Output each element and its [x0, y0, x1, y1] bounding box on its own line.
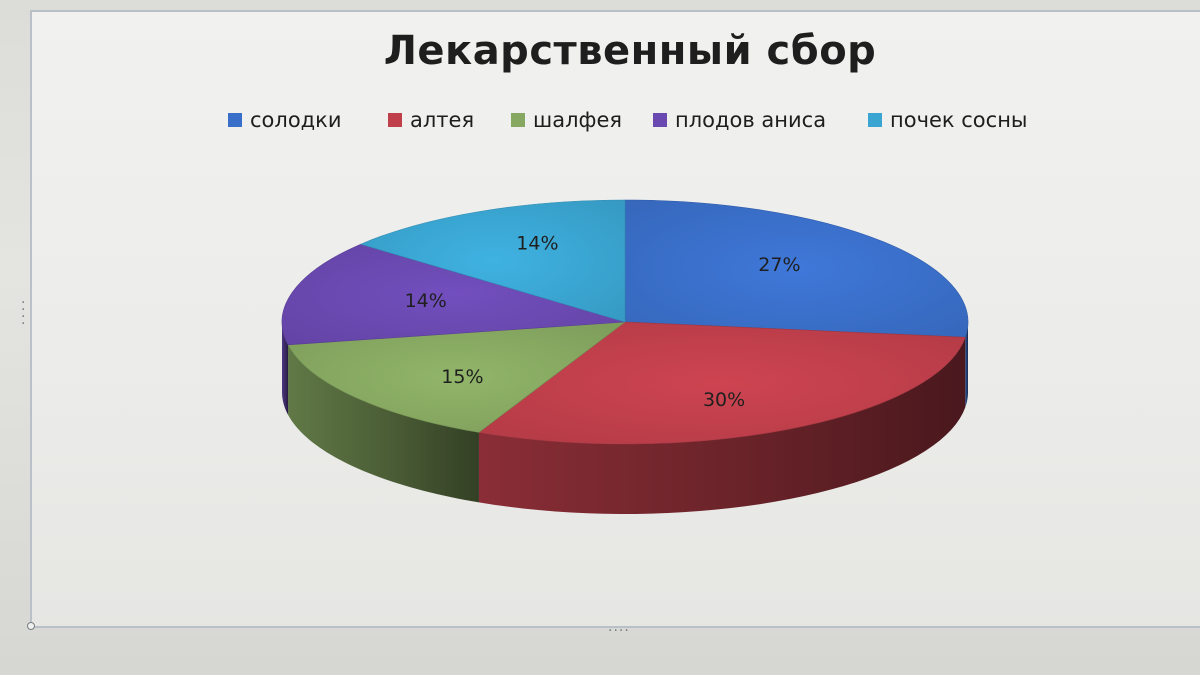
pie-slice-почек-сосны[interactable] — [359, 199, 626, 323]
legend-swatch-plodov-anisa — [653, 113, 667, 127]
pie-slice-шалфея[interactable] — [287, 321, 626, 433]
chart-legend: солодки алтея шалфея плодов аниса почек … — [228, 106, 1108, 136]
pie-side-плодов-аниса — [282, 322, 289, 415]
legend-label-solodki: солодки — [250, 108, 342, 132]
legend-swatch-solodki — [228, 113, 242, 127]
legend-label-shalfeya: шалфея — [533, 108, 623, 132]
pie-slice-плодов-аниса[interactable] — [281, 243, 626, 346]
legend-label-pochek-sosny: почек сосны — [890, 108, 1028, 132]
data-label-плодов-аниса: 14% — [405, 290, 447, 312]
chart-title: Лекарственный сбор — [383, 28, 877, 74]
pie-side-алтея — [478, 337, 966, 514]
legend-swatch-altea — [388, 113, 402, 127]
data-label-солодки: 27% — [758, 254, 800, 276]
pie-data-labels: 27% 30% 15% 14% 14% — [405, 233, 801, 412]
pie-side-walls — [282, 322, 968, 514]
data-label-почек-сосны: 14% — [516, 233, 558, 255]
pie-side-солодки — [965, 322, 968, 408]
data-label-алтея: 30% — [703, 389, 745, 411]
pie-top-faces — [281, 199, 969, 445]
legend-swatch-shalfeya — [511, 113, 525, 127]
pie-slice-солодки[interactable] — [624, 199, 969, 338]
pie-slice-алтея[interactable] — [478, 321, 966, 445]
resize-handle-bottom-left[interactable] — [27, 622, 35, 630]
legend-label-plodov-anisa: плодов аниса — [675, 108, 827, 132]
pie-side-шалфея — [288, 344, 479, 503]
legend-swatch-pochek-sosny — [868, 113, 882, 127]
legend-label-altea: алтея — [410, 108, 475, 132]
data-label-шалфея: 15% — [441, 366, 483, 388]
resize-handle-bottom[interactable]: ···· — [608, 623, 630, 639]
resize-handle-left[interactable]: · · · · — [21, 295, 26, 332]
